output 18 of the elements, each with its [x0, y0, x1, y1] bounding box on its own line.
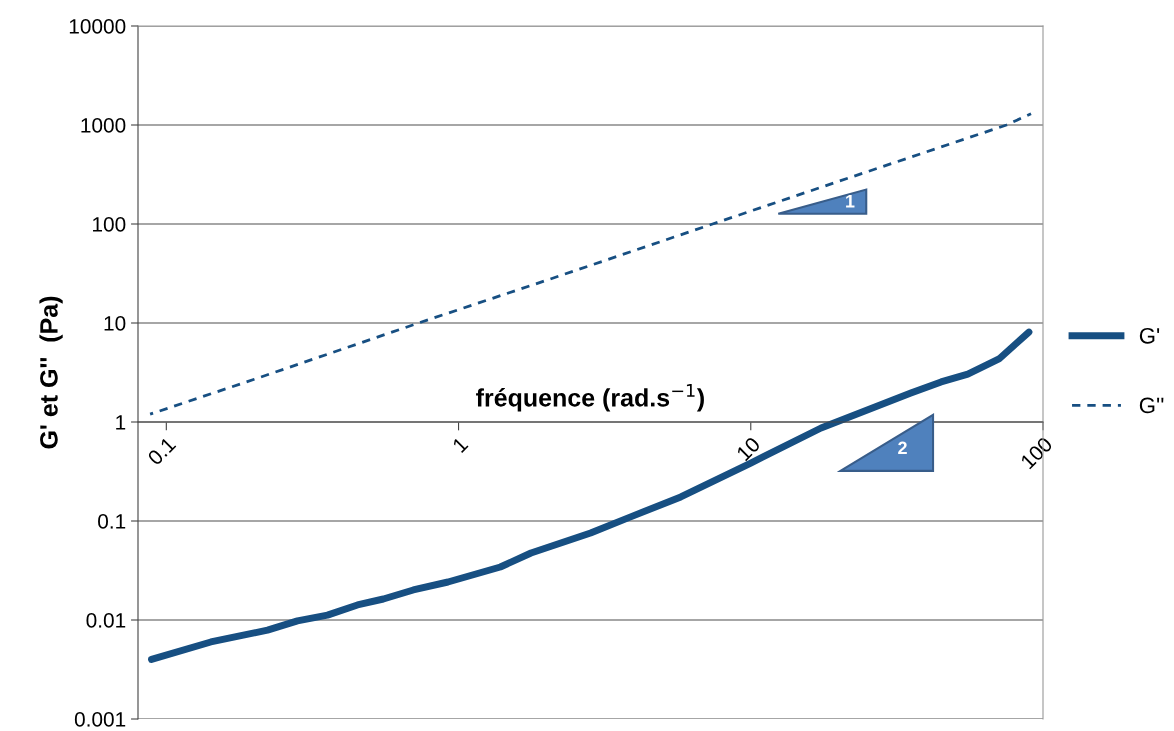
x-tick-label: 0.1: [146, 436, 177, 466]
y-tick-label: 1000: [81, 118, 126, 133]
y-axis-title: G' et G'' (Pa): [39, 296, 63, 449]
x-tick-label: 100: [1019, 436, 1054, 470]
y-tick-label: 0.1: [98, 514, 126, 529]
annotation: 2: [898, 441, 907, 455]
x-axis-title: fréquence (rad.s$^{−1}$): [476, 384, 704, 412]
x-tick-label: 10: [735, 436, 762, 462]
annotation: 1: [846, 194, 855, 208]
y-tick-label: 1: [116, 415, 126, 430]
y-tick-label: 10: [104, 316, 126, 331]
legend-label: G': [1139, 327, 1160, 344]
y-tick-label: 0.01: [86, 613, 126, 628]
legend-label: G'': [1139, 397, 1164, 414]
y-tick-label: 100: [93, 217, 126, 232]
y-tick-label: 0.001: [74, 712, 126, 727]
y-tick-label: 10000: [69, 19, 126, 34]
x-tick-label: 1: [452, 436, 469, 453]
